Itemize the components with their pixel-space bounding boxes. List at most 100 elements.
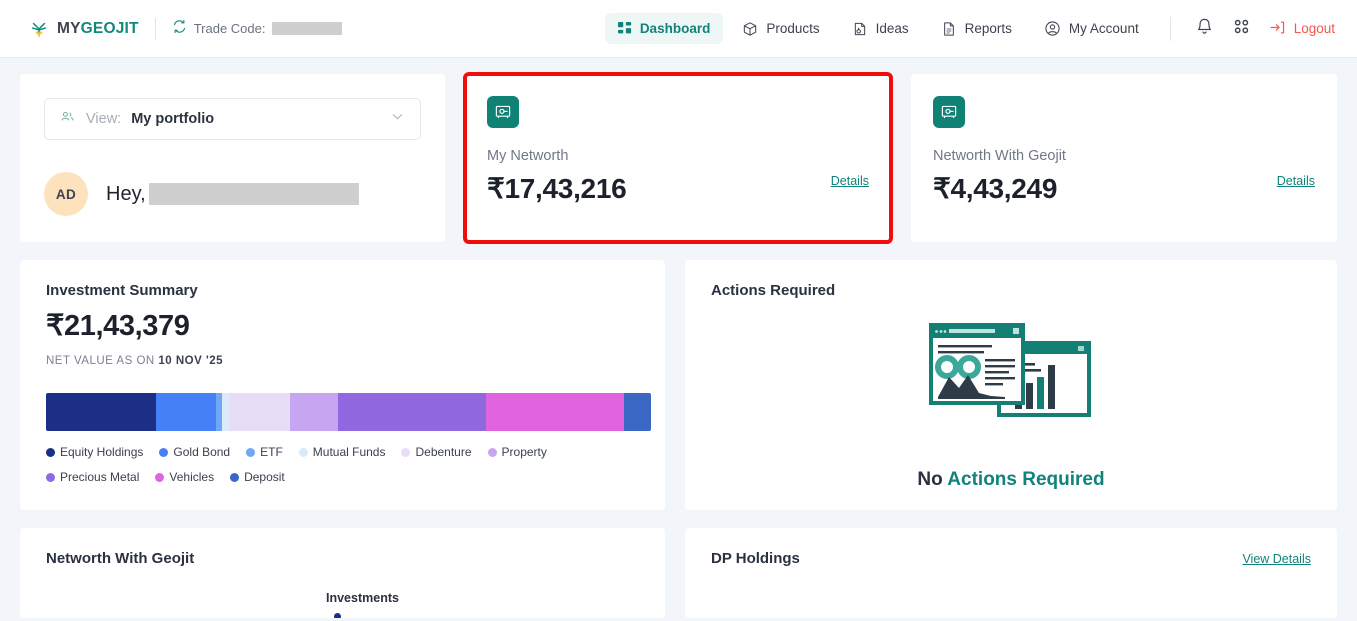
networth-with-geojit-details-link[interactable]: Details — [1276, 174, 1315, 188]
trade-code: Trade Code: — [172, 19, 343, 39]
legend-label: Debenture — [415, 445, 472, 459]
legend-color-dot — [46, 447, 55, 457]
allocation-segment[interactable] — [229, 393, 291, 431]
nav-item-products[interactable]: Products — [729, 13, 832, 45]
legend-color-dot — [230, 472, 240, 482]
legend-label: Gold Bond — [173, 445, 231, 459]
my-networth-card[interactable]: Details My Networth ₹17,43,216 — [463, 72, 893, 244]
my-networth-details-link[interactable]: Details — [830, 174, 869, 188]
brand-logo-text: MYGEOJIT — [57, 20, 139, 38]
charts-windows-illustration — [921, 313, 1101, 453]
actions-required-title: Actions Required — [711, 282, 836, 299]
actions-empty-message: No Actions Required — [917, 469, 1104, 491]
legend-item[interactable]: Gold Bond — [159, 445, 230, 459]
summary-row: View: My portfolio AD Hey, — [20, 72, 1337, 244]
networth-with-geojit-value: ₹4,43,249 — [933, 173, 1058, 204]
legend-color-dot — [46, 472, 55, 482]
brand-logo[interactable]: MYGEOJIT — [28, 18, 139, 40]
nav-divider — [154, 17, 156, 40]
logout-button[interactable]: Logout — [1269, 19, 1335, 39]
greeting-text: Hey, — [106, 183, 359, 206]
nav-item-reports[interactable]: Reports — [928, 13, 1025, 45]
chevron-down-icon[interactable] — [389, 108, 406, 130]
dashboard-page: View: My portfolio AD Hey, — [0, 58, 1357, 618]
net-value-date: 10 NOV '25 — [158, 355, 224, 367]
net-value-prefix: NET VALUE AS ON — [46, 355, 159, 367]
safe-vault-icon — [933, 96, 965, 128]
allocation-segment[interactable] — [222, 393, 230, 431]
box-icon — [742, 21, 758, 37]
legend-color-dot — [487, 447, 497, 457]
networth-with-geojit-card[interactable]: Details Networth With Geojit ₹4,43,249 — [911, 74, 1337, 242]
allocation-segment[interactable] — [485, 393, 624, 431]
dp-holdings-card: DP Holdings View Details — [685, 528, 1337, 618]
dp-holdings-view-details-link[interactable]: View Details — [1242, 552, 1311, 566]
nav-item-my-account[interactable]: My Account — [1031, 12, 1152, 45]
legend-color-dot — [401, 447, 411, 457]
legend-label: Deposit — [244, 470, 285, 484]
allocation-stacked-bar — [46, 393, 651, 431]
nav-item-reports-label: Reports — [964, 21, 1012, 36]
my-networth-label: My Networth — [487, 148, 569, 164]
allocation-segment[interactable] — [337, 393, 486, 431]
legend-item[interactable]: Debenture — [401, 445, 472, 459]
primary-nav: Dashboard Products Ideas — [604, 11, 1335, 47]
my-networth-value: ₹17,43,216 — [487, 173, 627, 204]
investments-legend-dot — [334, 613, 341, 618]
dp-holdings-title: DP Holdings — [711, 550, 800, 567]
nav-item-products-label: Products — [766, 21, 820, 36]
users-icon — [59, 108, 76, 130]
trade-code-label: Trade Code: — [193, 21, 266, 36]
legend-color-dot — [246, 447, 256, 457]
networth-with-geojit-label: Networth With Geojit — [933, 148, 1066, 164]
legend-item[interactable]: Deposit — [230, 470, 285, 484]
nav-item-my-account-label: My Account — [1068, 21, 1139, 36]
networth-donut-chart — [118, 605, 268, 618]
legend-label: Equity Holdings — [60, 445, 144, 459]
safe-vault-icon — [487, 96, 519, 128]
portfolio-view-value: My portfolio — [131, 111, 215, 127]
legend-label: Mutual Funds — [312, 445, 386, 459]
nav-item-ideas[interactable]: Ideas — [839, 13, 922, 45]
legend-item[interactable]: Precious Metal — [46, 470, 139, 484]
investment-summary-card: Investment Summary ₹21,43,379 NET VALUE … — [20, 260, 665, 510]
nav-item-dashboard[interactable]: Dashboard — [604, 13, 724, 44]
legend-item[interactable]: Vehicles — [155, 470, 214, 484]
legend-label: Precious Metal — [60, 470, 140, 484]
portfolio-view-select[interactable]: View: My portfolio — [44, 98, 421, 140]
actions-empty-state: No Actions Required — [711, 313, 1311, 491]
legend-label: Vehicles — [169, 470, 215, 484]
refresh-sync-icon[interactable] — [172, 19, 187, 39]
actions-required-card: Actions Required — [685, 260, 1337, 510]
allocation-segment[interactable] — [623, 393, 651, 431]
user-circle-icon — [1044, 20, 1061, 37]
investment-summary-title: Investment Summary — [46, 282, 198, 299]
trade-code-value-redacted — [272, 22, 343, 35]
allocation-segment[interactable] — [216, 393, 223, 431]
actions-empty-prefix: No — [917, 469, 948, 490]
networth-with-geojit-chart-card: Networth With Geojit Investments — [20, 528, 665, 618]
allocation-segment[interactable] — [46, 393, 157, 431]
legend-item[interactable]: Equity Holdings — [46, 445, 143, 459]
legend-item[interactable]: Mutual Funds — [298, 445, 386, 459]
allocation-segment[interactable] — [290, 393, 338, 431]
bell-icon — [1195, 17, 1214, 41]
legend-item[interactable]: ETF — [246, 445, 283, 459]
apps-grid-icon — [1232, 17, 1251, 41]
dashboard-grid-icon — [617, 21, 632, 36]
nav-separator — [1169, 16, 1171, 41]
brand-geojit: GEOJIT — [80, 19, 139, 37]
logout-label: Logout — [1293, 21, 1335, 36]
legend-item[interactable]: Property — [487, 445, 547, 459]
investment-summary-value: ₹21,43,379 — [46, 310, 190, 342]
investment-summary-subtitle: NET VALUE AS ON 10 NOV '25 — [46, 355, 639, 367]
top-navigation-bar: MYGEOJIT Trade Code: Dashboard — [0, 0, 1357, 58]
user-name-redacted — [148, 183, 359, 205]
nav-item-dashboard-label: Dashboard — [639, 21, 711, 36]
apps-menu-button[interactable] — [1226, 11, 1257, 47]
brand-my: MY — [57, 19, 81, 37]
allocation-segment[interactable] — [156, 393, 216, 431]
portfolio-view-label: View: — [86, 111, 122, 127]
notifications-button[interactable] — [1189, 11, 1220, 47]
legend-color-dot — [155, 472, 165, 482]
